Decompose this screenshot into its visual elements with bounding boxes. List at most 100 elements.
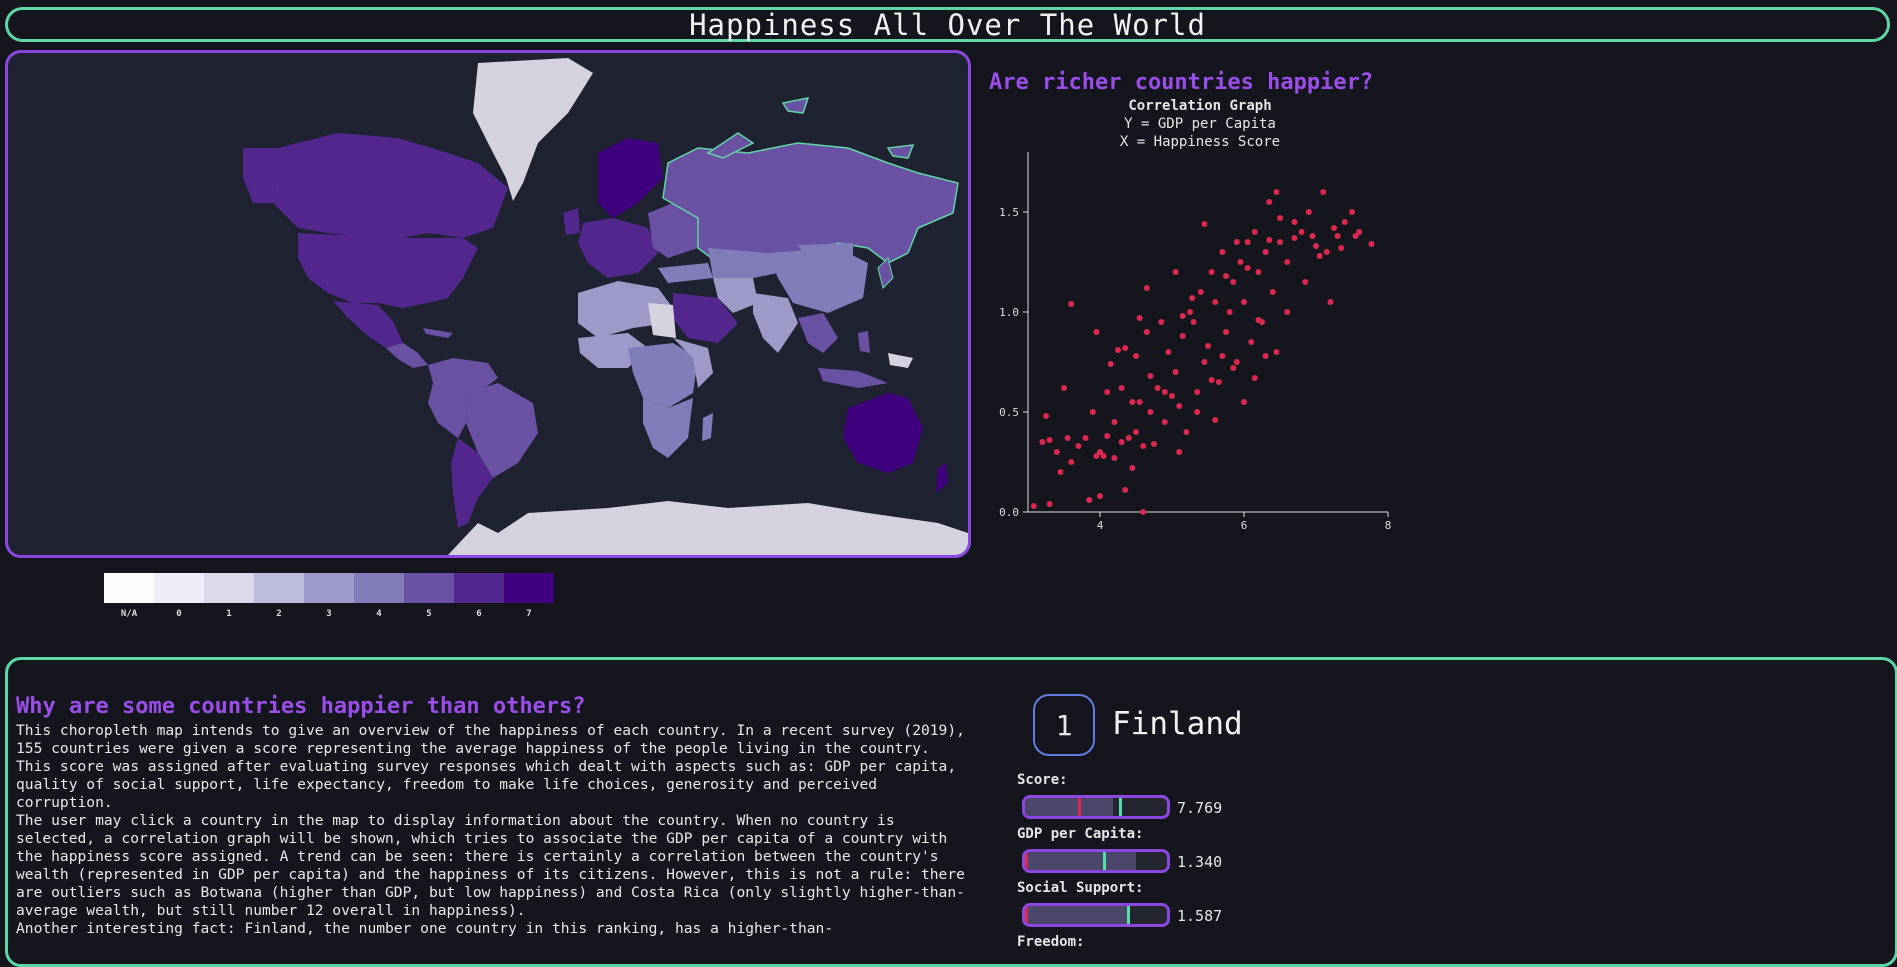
country-russia-islands[interactable] — [706, 97, 915, 159]
country-brazil[interactable] — [466, 383, 538, 478]
metric-value-gdp: 1.340 — [1177, 853, 1223, 871]
scatter-point — [1215, 379, 1222, 385]
country-philippines[interactable] — [858, 331, 870, 353]
scatter-point — [1046, 437, 1053, 443]
scatter-point — [1147, 373, 1154, 379]
scatter-point — [1111, 455, 1118, 461]
country-cuba[interactable] — [423, 328, 453, 338]
why-paragraph-1: This choropleth map intends to give an o… — [16, 722, 965, 811]
map-svg[interactable] — [8, 53, 968, 555]
scatter-point — [1147, 409, 1154, 415]
country-libya-egypt[interactable] — [648, 303, 676, 338]
x-tick-label: 6 — [1241, 519, 1248, 530]
legend-swatch — [204, 573, 254, 603]
region-antarctica[interactable] — [448, 501, 968, 555]
scatter-point — [1151, 441, 1157, 447]
legend-label: 6 — [476, 609, 482, 619]
scatter-point — [1125, 435, 1132, 441]
scatter-point — [1093, 453, 1100, 459]
why-title: Why are some countries happier than othe… — [16, 694, 586, 719]
scatter-point — [1277, 239, 1283, 245]
country-central-america[interactable] — [386, 343, 428, 368]
scatter-point — [1111, 419, 1118, 425]
scatter-point — [1223, 273, 1229, 279]
scatter-point — [1316, 253, 1323, 259]
scatter-point — [1100, 453, 1107, 459]
country-central-africa[interactable] — [628, 343, 698, 408]
country-mongolia[interactable] — [798, 243, 853, 261]
scatter-point — [1197, 289, 1204, 295]
metric-label-freedom: Freedom: — [1017, 934, 1085, 950]
y-tick-label: 1.0 — [999, 306, 1019, 319]
country-argentina-chile[interactable] — [451, 438, 493, 528]
why-paragraph-3: Another interesting fact: Finland, the n… — [16, 920, 834, 937]
country-western-europe[interactable] — [578, 218, 658, 278]
country-india[interactable] — [753, 293, 798, 353]
legend-swatch — [104, 573, 154, 603]
world-map[interactable] — [5, 50, 971, 558]
scatter-point — [1208, 269, 1215, 275]
metric-bar-fill — [1025, 852, 1136, 870]
country-southern-africa[interactable] — [643, 398, 693, 458]
country-scandinavia[interactable] — [598, 138, 663, 218]
y-tick-label: 1.5 — [999, 206, 1019, 219]
country-central-asia[interactable] — [708, 248, 778, 278]
scatter-point — [1233, 239, 1240, 245]
country-mexico[interactable] — [333, 301, 403, 348]
scatter-point — [1093, 329, 1100, 335]
country-peru-bolivia[interactable] — [428, 383, 468, 438]
country-north-africa[interactable] — [578, 281, 673, 338]
country-indonesia[interactable] — [818, 368, 888, 388]
scatter-point — [1241, 299, 1247, 305]
country-uk[interactable] — [563, 208, 580, 235]
metric-bar-start-marker — [1025, 852, 1028, 870]
country-canada[interactable] — [273, 133, 508, 238]
country-greenland[interactable] — [473, 58, 593, 201]
country-china[interactable] — [768, 248, 868, 313]
scatter-point — [1223, 329, 1229, 335]
country-turkey[interactable] — [658, 263, 713, 283]
metric-label-social-support: Social Support: — [1017, 880, 1144, 896]
scatter-point — [1273, 189, 1280, 195]
metric-label-gdp: GDP per Capita: — [1017, 826, 1144, 842]
legend-label: 2 — [276, 609, 282, 619]
scatter-point — [1129, 399, 1136, 405]
scatter-point — [1169, 393, 1175, 399]
country-new-zealand[interactable] — [936, 463, 948, 493]
scatter-point — [1244, 239, 1251, 245]
country-australia[interactable] — [843, 393, 923, 473]
y-tick-label: 0.5 — [999, 406, 1019, 419]
legend-label: 5 — [426, 609, 432, 619]
legend-label: 1 — [226, 609, 232, 619]
country-japan[interactable] — [877, 257, 894, 289]
scatter-point — [1331, 225, 1337, 231]
country-east-africa[interactable] — [673, 338, 713, 388]
page-header: Happiness All Over The World — [5, 7, 1890, 42]
scatter-point — [1323, 249, 1330, 255]
scatter-point — [1244, 265, 1251, 271]
scatter-point — [1136, 399, 1143, 405]
scatter-point — [1043, 413, 1049, 419]
country-usa-alaska[interactable] — [243, 148, 278, 203]
metric-value-score: 7.769 — [1177, 799, 1223, 817]
scatter-point — [1133, 353, 1139, 359]
country-eastern-europe[interactable] — [648, 203, 698, 258]
country-usa[interactable] — [298, 233, 478, 308]
scatter-point — [1190, 319, 1197, 325]
scatter-point — [1140, 509, 1147, 515]
legend-label: 4 — [376, 609, 382, 619]
scatter-point — [1183, 429, 1190, 435]
country-png[interactable] — [888, 353, 913, 368]
country-madagascar[interactable] — [702, 413, 713, 441]
country-se-asia[interactable] — [798, 313, 838, 353]
country-saudi-arabia[interactable] — [673, 293, 738, 343]
scatter-point — [1219, 353, 1226, 359]
scatter-point — [1057, 469, 1064, 475]
metric-bar-value-marker — [1127, 906, 1131, 924]
legend-swatch — [504, 573, 554, 603]
legend-swatch — [254, 573, 304, 603]
scatter-point — [1334, 233, 1341, 239]
country-iran[interactable] — [713, 278, 758, 313]
y-tick-label: 0.0 — [999, 506, 1019, 519]
scatter-point — [1115, 347, 1121, 353]
